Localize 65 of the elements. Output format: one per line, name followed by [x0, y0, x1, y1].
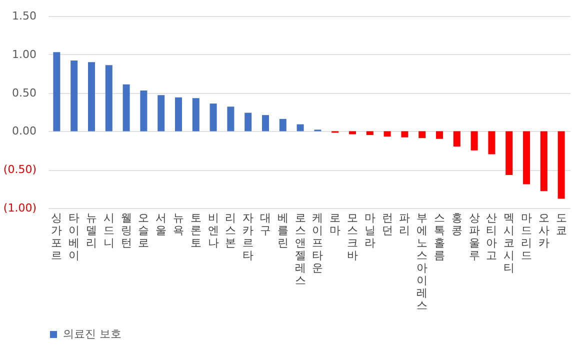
bar [470, 131, 478, 150]
x-tick-label: 웰링턴 [120, 212, 132, 250]
bar [175, 97, 182, 132]
bar [88, 62, 95, 132]
x-tick-label: 도쿄 [556, 212, 567, 237]
y-tick-label: 0.00 [12, 124, 36, 138]
x-tick-label: 멕시코 시티 [504, 212, 515, 274]
bar [453, 131, 460, 147]
bar [192, 98, 200, 132]
bar [53, 52, 60, 132]
x-tick-label: 홍콩 [451, 212, 462, 237]
bar [227, 106, 234, 132]
y-tick-label: 0.50 [12, 86, 36, 100]
x-tick-label: 산티아고 [486, 212, 498, 262]
legend-label: 의료진 보호 [63, 328, 122, 340]
x-tick-label: 싱가포르 [51, 212, 62, 262]
bar [262, 115, 269, 132]
bar [488, 131, 496, 154]
y-tick-label: 1.00 [12, 48, 36, 61]
x-tick-label: 마닐라 [364, 212, 376, 250]
y-tick-label: (0.50) [3, 163, 36, 176]
x-tick-label: 상파울루 [468, 212, 480, 262]
x-tick-label: 부에노스 아이레스 [416, 212, 428, 312]
bar [70, 60, 78, 132]
x-tick-label: 토론토 [190, 212, 202, 250]
bar [523, 131, 530, 184]
bar [158, 95, 165, 132]
bar [122, 84, 130, 132]
x-tick-label: 자카르타 [242, 212, 254, 262]
x-tick-label: 케이프 타운 [312, 212, 324, 274]
bar [279, 118, 286, 132]
bar [540, 131, 548, 192]
x-tick-label: 로마 [330, 212, 341, 237]
bar [506, 131, 513, 175]
x-tick-label: 타이베이 [68, 212, 80, 262]
x-tick-label: 모스크바 [347, 212, 358, 262]
x-tick-label: 마드리드 [521, 212, 532, 262]
bar [418, 131, 426, 138]
bar [366, 131, 374, 136]
x-tick-label: 시드니 [103, 212, 114, 250]
bar [384, 131, 391, 137]
bar [436, 131, 443, 139]
y-tick-label: (1.00) [3, 202, 36, 214]
x-tick-label: 대구 [260, 212, 271, 237]
bar [558, 131, 565, 199]
x-tick-label: 비엔나 [208, 212, 219, 250]
y-tick-label: 1.50 [12, 10, 36, 22]
x-tick-label: 파리 [399, 212, 410, 237]
bar [105, 65, 112, 132]
bar [349, 131, 356, 134]
x-tick-label: 리스본 [225, 212, 236, 250]
bar [296, 124, 304, 132]
x-tick-label: 스톡홀름 [434, 212, 445, 262]
bar [210, 104, 217, 132]
x-tick-label: 오사카 [538, 212, 550, 250]
x-tick-label: 로스 앤젤레스 [294, 212, 306, 287]
x-tick-label: 뉴욕 [173, 212, 184, 237]
x-tick-label: 런던 [382, 212, 393, 237]
x-tick-label: 베를린 [277, 212, 288, 250]
bar [401, 131, 408, 138]
bar [140, 90, 148, 132]
x-tick-label: 오슬로 [138, 212, 150, 250]
bar [244, 112, 252, 132]
x-tick-label: 서울 [156, 212, 167, 237]
x-tick-label: 뉴델리 [86, 212, 97, 250]
